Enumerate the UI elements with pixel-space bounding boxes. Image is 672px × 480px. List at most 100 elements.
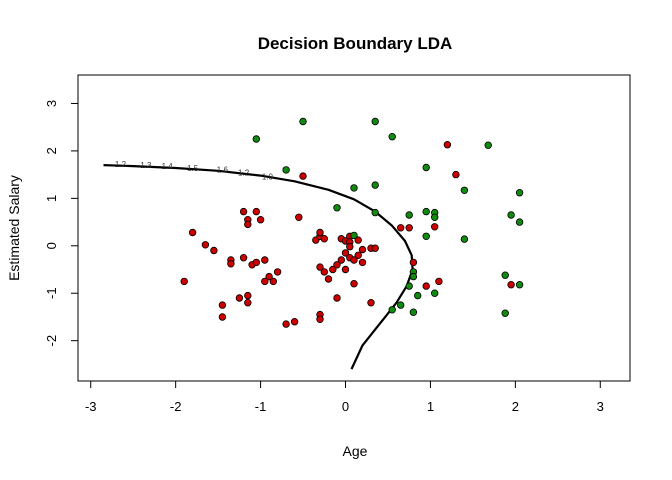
data-point-green	[507, 211, 515, 219]
x-tick-label: 1	[427, 399, 434, 414]
y-tick-label: 0	[44, 242, 59, 249]
data-point-red	[333, 261, 341, 269]
data-point-red	[371, 244, 379, 252]
contour-label: 1.4	[162, 162, 174, 171]
data-point-red	[299, 172, 307, 180]
data-point-red	[422, 282, 430, 290]
data-point-red	[350, 280, 358, 288]
contour-label: 1.0	[262, 172, 274, 181]
data-point-red	[261, 256, 269, 264]
data-point-green	[422, 232, 430, 240]
data-point-green	[414, 291, 422, 300]
data-point-red	[358, 258, 367, 267]
x-tick-label: -3	[85, 399, 97, 414]
data-point-red	[201, 241, 210, 249]
data-point-red	[290, 318, 299, 326]
chart-title: Decision Boundary LDA	[258, 34, 453, 53]
data-point-red	[320, 268, 328, 276]
x-tick-label: -1	[255, 399, 267, 414]
data-point-green	[409, 308, 418, 316]
y-tick-label: -2	[44, 335, 59, 347]
data-point-red	[405, 224, 413, 232]
data-point-red	[333, 294, 341, 302]
data-point-green	[515, 218, 524, 226]
data-point-red	[252, 207, 260, 216]
data-point-red	[265, 272, 273, 281]
data-point-green	[371, 117, 379, 126]
data-point-green	[299, 117, 307, 126]
y-tick-label: 3	[44, 100, 59, 107]
x-tick-label: 3	[597, 399, 604, 414]
data-point-green	[431, 289, 439, 297]
data-point-red	[507, 281, 515, 289]
x-axis-label: Age	[343, 443, 368, 459]
data-point-red	[218, 313, 227, 321]
data-point-red	[210, 246, 218, 255]
decision-boundary-line	[103, 164, 414, 370]
data-point-green	[371, 208, 379, 217]
data-point-green	[282, 166, 290, 174]
data-point-red	[346, 242, 354, 251]
data-point-red	[252, 258, 260, 267]
data-point-green	[388, 306, 396, 314]
data-point-red	[180, 277, 188, 286]
data-point-green	[501, 271, 509, 279]
data-point-green	[422, 163, 430, 172]
data-points	[180, 117, 524, 328]
decision-boundary: 1.2 1.3 1.4 1.5 1.6 1.2 1.0	[103, 160, 414, 370]
data-point-red	[261, 277, 269, 286]
data-point-red	[350, 256, 358, 264]
y-tick-label: 2	[44, 147, 59, 154]
y-tick-label: 1	[44, 195, 59, 202]
data-point-red	[409, 258, 418, 267]
data-point-green	[388, 132, 396, 141]
data-point-red	[244, 299, 252, 307]
data-point-green	[350, 184, 358, 192]
contour-label: 1.6	[217, 166, 229, 175]
y-tick-label: -1	[44, 287, 59, 299]
data-point-red	[188, 228, 197, 237]
data-point-red	[273, 268, 282, 276]
data-point-green	[484, 141, 492, 149]
data-point-green	[252, 135, 260, 143]
data-point-red	[354, 236, 362, 244]
data-point-red	[239, 254, 248, 262]
data-point-red	[354, 251, 362, 259]
data-point-red	[295, 213, 303, 221]
data-point-green	[515, 281, 524, 289]
x-axis: -3 -2 -1 0 1 2 3	[85, 380, 604, 414]
data-point-red	[341, 265, 350, 274]
data-point-red	[239, 207, 248, 216]
data-point-green	[409, 272, 418, 281]
data-point-red	[316, 228, 324, 237]
data-point-red	[256, 215, 265, 224]
data-point-green	[422, 207, 430, 216]
y-axis: -2 -1 0 1 2 3	[44, 100, 79, 347]
x-tick-label: 2	[512, 399, 519, 414]
data-point-green	[515, 188, 524, 197]
plot-frame	[77, 74, 631, 382]
data-point-red	[435, 277, 443, 286]
data-point-green	[371, 181, 379, 189]
data-point-green	[460, 235, 469, 243]
data-point-green	[397, 301, 405, 309]
data-point-red	[235, 294, 244, 302]
data-point-green	[333, 204, 341, 212]
data-point-green	[350, 231, 358, 240]
data-point-red	[269, 277, 277, 286]
data-point-red	[367, 299, 375, 307]
data-point-red	[443, 140, 452, 149]
data-point-red	[244, 220, 252, 229]
data-point-green	[431, 213, 439, 221]
data-point-red	[316, 315, 324, 323]
data-point-red	[320, 234, 328, 243]
data-point-red	[337, 256, 345, 264]
data-point-red	[244, 291, 252, 300]
x-tick-label: 0	[342, 399, 349, 414]
data-point-red	[324, 275, 333, 283]
data-point-red	[227, 260, 235, 268]
data-point-red	[358, 245, 367, 254]
contour-label: 1.2	[115, 160, 127, 169]
data-point-red	[431, 223, 439, 231]
